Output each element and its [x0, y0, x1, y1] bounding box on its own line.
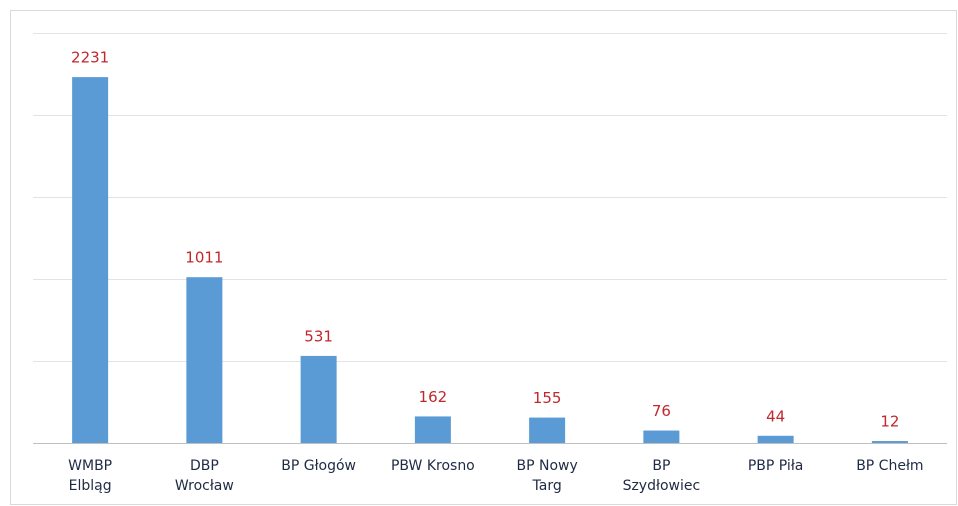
value-label: 12 [880, 413, 899, 431]
bar [757, 435, 794, 443]
bar [871, 441, 908, 443]
bar [643, 430, 680, 443]
bar [72, 77, 109, 443]
x-tick-label: PBP Piła [747, 458, 804, 474]
x-tick-label: BP Szydłowiec [622, 458, 701, 494]
bar [414, 416, 451, 443]
value-label: 44 [766, 407, 785, 425]
value-label: 1011 [185, 249, 223, 267]
value-label: 531 [304, 327, 333, 345]
bar [300, 355, 337, 443]
value-label: 76 [652, 402, 671, 420]
bar [529, 417, 566, 443]
x-tick-label: DBP Wrocław [174, 458, 234, 494]
x-tick-label: WMBP Elbląg [68, 458, 113, 494]
bar [186, 277, 223, 443]
x-tick-label: PBW Krosno [390, 458, 475, 474]
x-tick-label: BP Chełm [856, 458, 924, 474]
chart-frame [10, 10, 957, 505]
value-label: 2231 [71, 49, 109, 67]
x-tick-label: BP Głogów [281, 458, 357, 474]
x-tick-label: BP Nowy Targ [516, 458, 578, 494]
value-label: 155 [533, 389, 562, 407]
value-label: 162 [419, 388, 448, 406]
